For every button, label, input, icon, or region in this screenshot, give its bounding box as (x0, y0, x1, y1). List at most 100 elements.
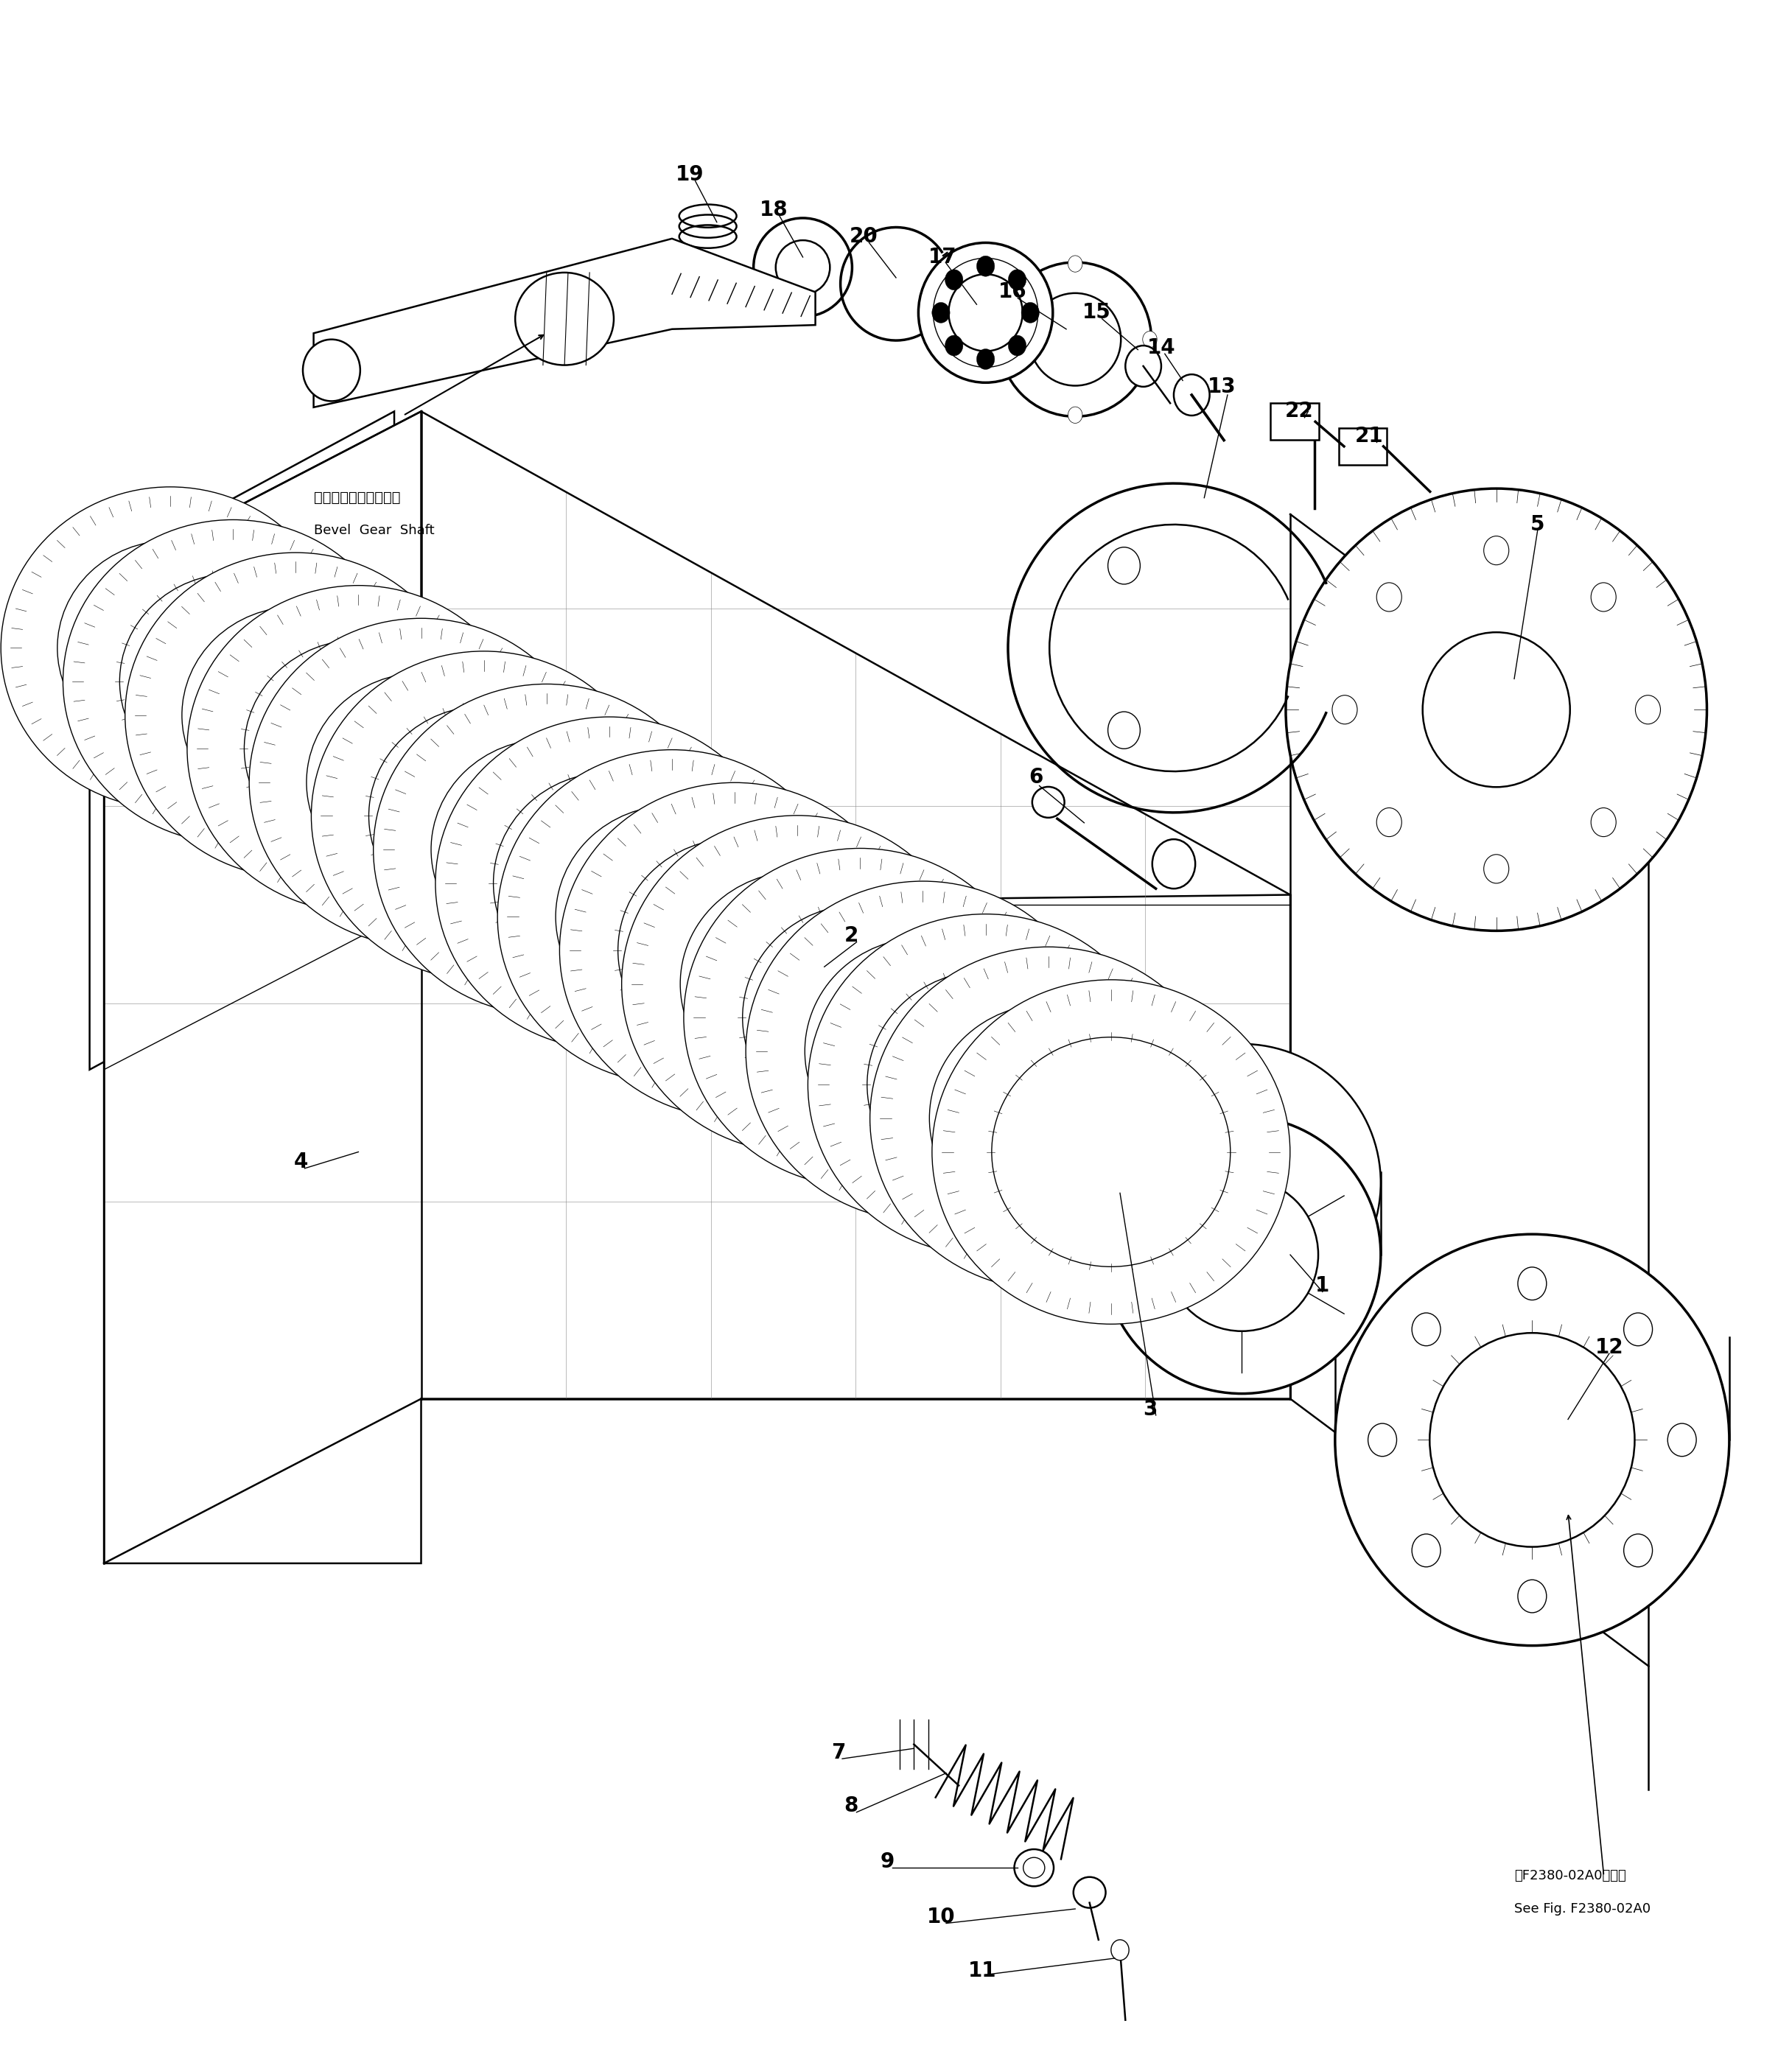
Ellipse shape (498, 749, 846, 1084)
Ellipse shape (1000, 263, 1150, 416)
Ellipse shape (1023, 1857, 1045, 1878)
Circle shape (932, 302, 950, 323)
Text: 22: 22 (1285, 401, 1314, 422)
Ellipse shape (57, 541, 283, 755)
Circle shape (1009, 335, 1027, 356)
Polygon shape (90, 411, 394, 1070)
Ellipse shape (1014, 1849, 1054, 1886)
Ellipse shape (948, 274, 1023, 352)
FancyBboxPatch shape (1271, 403, 1319, 440)
Ellipse shape (435, 718, 783, 1049)
Ellipse shape (742, 905, 978, 1131)
Circle shape (1518, 1580, 1546, 1613)
Ellipse shape (776, 241, 830, 294)
Text: 6: 6 (1029, 767, 1043, 788)
Ellipse shape (932, 979, 1290, 1325)
Polygon shape (314, 239, 815, 407)
Text: ベベルギヤーシャフト: ベベルギヤーシャフト (314, 492, 400, 504)
Text: 13: 13 (1208, 376, 1236, 397)
Polygon shape (104, 411, 1290, 1563)
Ellipse shape (745, 880, 1100, 1222)
Circle shape (944, 269, 962, 290)
Text: 19: 19 (676, 165, 704, 185)
Circle shape (1484, 854, 1509, 882)
Circle shape (1009, 269, 1027, 290)
Ellipse shape (1165, 1179, 1319, 1331)
Ellipse shape (681, 872, 914, 1096)
Ellipse shape (516, 274, 613, 366)
Ellipse shape (622, 815, 973, 1152)
Ellipse shape (1029, 294, 1122, 387)
Circle shape (1107, 547, 1140, 584)
Circle shape (1107, 712, 1140, 749)
Circle shape (1591, 808, 1616, 837)
Text: 9: 9 (880, 1851, 894, 1872)
Ellipse shape (120, 574, 346, 790)
Text: 17: 17 (928, 247, 957, 267)
Ellipse shape (1335, 1234, 1729, 1646)
Ellipse shape (559, 782, 910, 1119)
Circle shape (1068, 407, 1082, 424)
Ellipse shape (930, 1004, 1167, 1232)
Ellipse shape (493, 771, 726, 994)
Ellipse shape (186, 586, 530, 911)
Ellipse shape (934, 257, 1038, 368)
Ellipse shape (1073, 1876, 1106, 1909)
Text: Bevel  Gear  Shaft: Bevel Gear Shaft (314, 525, 434, 537)
Text: 7: 7 (831, 1742, 846, 1763)
Circle shape (1591, 582, 1616, 611)
Ellipse shape (0, 488, 339, 808)
Ellipse shape (303, 339, 360, 401)
Ellipse shape (432, 738, 661, 961)
Text: 3: 3 (1143, 1399, 1158, 1419)
Circle shape (1484, 537, 1509, 566)
Ellipse shape (991, 1037, 1231, 1267)
Text: 12: 12 (1595, 1337, 1624, 1358)
Circle shape (977, 350, 995, 370)
Ellipse shape (1423, 631, 1570, 788)
Circle shape (1331, 695, 1357, 724)
Circle shape (1174, 374, 1210, 416)
Text: 1: 1 (1315, 1275, 1330, 1296)
Circle shape (1518, 1267, 1546, 1300)
Ellipse shape (1102, 1115, 1380, 1395)
Circle shape (1412, 1312, 1441, 1345)
Circle shape (1624, 1535, 1652, 1567)
Circle shape (1143, 331, 1158, 348)
Text: 16: 16 (998, 282, 1027, 302)
Text: 15: 15 (1082, 302, 1111, 323)
Circle shape (1068, 255, 1082, 272)
Text: See Fig. F2380-02A0: See Fig. F2380-02A0 (1514, 1903, 1650, 1915)
Ellipse shape (369, 706, 599, 926)
Text: 第F2380-02A0図参照: 第F2380-02A0図参照 (1514, 1870, 1625, 1882)
Circle shape (1125, 346, 1161, 387)
Ellipse shape (1032, 788, 1064, 819)
Text: 4: 4 (294, 1152, 308, 1172)
Ellipse shape (685, 847, 1036, 1187)
Text: 20: 20 (849, 226, 878, 247)
Ellipse shape (183, 607, 409, 823)
Ellipse shape (618, 839, 851, 1061)
Ellipse shape (1102, 1043, 1380, 1321)
Ellipse shape (1430, 1333, 1634, 1547)
Text: 2: 2 (844, 926, 858, 946)
Ellipse shape (867, 971, 1104, 1199)
Circle shape (1624, 1312, 1652, 1345)
Circle shape (1636, 695, 1661, 724)
Text: 14: 14 (1147, 337, 1176, 358)
Circle shape (1376, 582, 1401, 611)
Circle shape (1376, 808, 1401, 837)
Circle shape (1111, 1940, 1129, 1960)
Ellipse shape (805, 938, 1041, 1164)
Circle shape (1668, 1423, 1697, 1456)
Circle shape (1412, 1535, 1441, 1567)
Ellipse shape (306, 673, 536, 891)
Text: 18: 18 (760, 200, 788, 220)
Ellipse shape (869, 946, 1228, 1290)
Ellipse shape (312, 652, 656, 981)
FancyBboxPatch shape (1339, 428, 1387, 465)
Ellipse shape (249, 619, 593, 946)
Ellipse shape (1285, 490, 1706, 930)
Ellipse shape (63, 520, 403, 843)
Ellipse shape (556, 806, 788, 1028)
